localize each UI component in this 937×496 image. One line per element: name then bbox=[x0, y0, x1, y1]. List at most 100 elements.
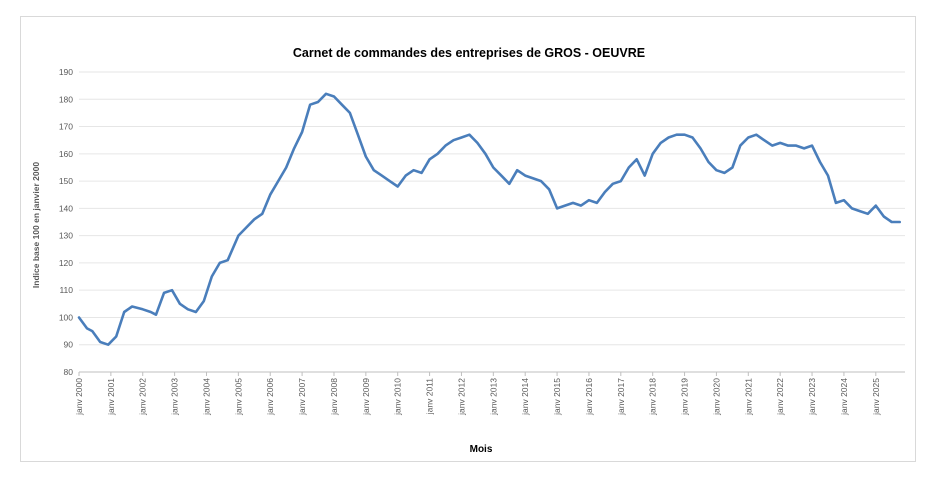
x-tick-label: janv 2015 bbox=[552, 378, 562, 416]
data-point bbox=[827, 174, 829, 177]
data-point bbox=[141, 308, 144, 311]
data-point bbox=[866, 212, 869, 215]
data-point bbox=[596, 202, 598, 204]
data-point bbox=[163, 292, 165, 294]
data-point bbox=[245, 226, 248, 229]
data-point bbox=[428, 158, 431, 161]
data-point bbox=[468, 133, 471, 136]
data-point bbox=[356, 133, 359, 136]
data-point bbox=[811, 144, 813, 147]
data-point bbox=[731, 166, 734, 169]
y-tick-label: 190 bbox=[59, 67, 73, 77]
data-point bbox=[171, 289, 173, 292]
data-point bbox=[452, 139, 455, 142]
data-point bbox=[285, 166, 288, 169]
data-point bbox=[771, 144, 774, 147]
data-point bbox=[882, 215, 885, 218]
data-point bbox=[500, 174, 503, 177]
data-point bbox=[635, 158, 638, 161]
chart-canvas: Carnet de commandes des entreprises de G… bbox=[31, 46, 905, 455]
data-point bbox=[269, 193, 272, 196]
series-line bbox=[77, 92, 902, 347]
data-point bbox=[898, 221, 901, 223]
data-point bbox=[476, 142, 479, 144]
data-point bbox=[333, 95, 335, 98]
x-tick-label: janv 2011 bbox=[425, 378, 435, 416]
data-point bbox=[237, 234, 240, 237]
x-tick-label: janv 2010 bbox=[393, 378, 403, 416]
data-point bbox=[91, 330, 94, 332]
data-point bbox=[659, 142, 662, 144]
data-point bbox=[404, 174, 407, 177]
data-point bbox=[301, 131, 303, 133]
y-tick-label: 140 bbox=[59, 203, 73, 213]
data-point bbox=[484, 152, 487, 155]
y-tick-label: 80 bbox=[64, 367, 74, 377]
data-point bbox=[651, 152, 654, 155]
x-tick-label: janv 2022 bbox=[775, 378, 785, 416]
x-tick-label: janv 2016 bbox=[584, 378, 594, 416]
data-point bbox=[747, 136, 750, 139]
data-point bbox=[380, 174, 383, 177]
x-tick-label: janv 2002 bbox=[138, 378, 148, 416]
data-point bbox=[186, 308, 189, 311]
data-point bbox=[787, 144, 790, 147]
y-tick-label: 160 bbox=[59, 149, 73, 159]
data-point bbox=[277, 180, 280, 182]
x-tick-label: janv 2008 bbox=[329, 378, 339, 416]
data-point bbox=[819, 161, 821, 163]
data-point bbox=[627, 166, 630, 169]
data-point bbox=[349, 112, 351, 114]
x-tick-label: janv 2019 bbox=[680, 378, 690, 416]
data-point bbox=[179, 302, 181, 305]
data-point bbox=[194, 311, 197, 313]
data-point bbox=[572, 202, 574, 204]
data-point bbox=[123, 311, 126, 313]
chart-frame: Carnet de commandes des entreprises de G… bbox=[20, 16, 916, 462]
data-point bbox=[850, 207, 853, 210]
x-tick-label: janv 2004 bbox=[201, 378, 211, 416]
data-point bbox=[643, 174, 646, 177]
y-tick-label: 100 bbox=[59, 312, 73, 322]
chart-title: Carnet de commandes des entreprises de G… bbox=[293, 46, 645, 60]
data-point bbox=[548, 188, 551, 191]
data-point bbox=[396, 185, 399, 188]
x-tick-label: janv 2012 bbox=[456, 378, 466, 416]
data-point bbox=[364, 155, 367, 158]
data-point bbox=[420, 172, 423, 174]
data-point bbox=[218, 262, 221, 264]
data-point bbox=[325, 92, 327, 95]
x-tick-label: janv 2000 bbox=[74, 378, 84, 416]
data-point bbox=[293, 147, 296, 150]
data-point bbox=[683, 133, 686, 136]
x-axis: janv 2000 janv 2001 janv 2002 janv 2003 janv… bbox=[74, 371, 905, 416]
x-tick-label: janv 2006 bbox=[265, 378, 275, 416]
data-point bbox=[78, 316, 80, 319]
x-tick-label: janv 2003 bbox=[170, 378, 180, 416]
x-tick-label: janv 2024 bbox=[839, 378, 849, 416]
data-point bbox=[99, 341, 102, 343]
data-point bbox=[723, 172, 726, 174]
x-tick-label: janv 2017 bbox=[616, 378, 626, 416]
data-point bbox=[580, 204, 582, 207]
data-point bbox=[858, 210, 861, 212]
data-point bbox=[372, 169, 375, 172]
x-tick-label: janv 2001 bbox=[106, 378, 116, 416]
data-point bbox=[155, 313, 157, 316]
data-point bbox=[835, 202, 837, 204]
x-tick-label: janv 2013 bbox=[488, 378, 498, 416]
data-point bbox=[107, 343, 110, 346]
data-point bbox=[691, 136, 694, 139]
data-point bbox=[341, 103, 343, 106]
y-tick-label: 170 bbox=[59, 122, 73, 132]
data-point bbox=[202, 300, 205, 302]
x-axis-label: Mois bbox=[470, 444, 493, 455]
plot-area bbox=[77, 92, 902, 347]
data-point bbox=[564, 204, 566, 207]
y-tick-label: 120 bbox=[59, 258, 73, 268]
data-point bbox=[843, 199, 845, 202]
x-tick-label: janv 2025 bbox=[871, 378, 881, 416]
data-point bbox=[556, 207, 558, 210]
x-tick-label: janv 2023 bbox=[807, 378, 817, 416]
x-tick-label: janv 2005 bbox=[233, 378, 243, 416]
